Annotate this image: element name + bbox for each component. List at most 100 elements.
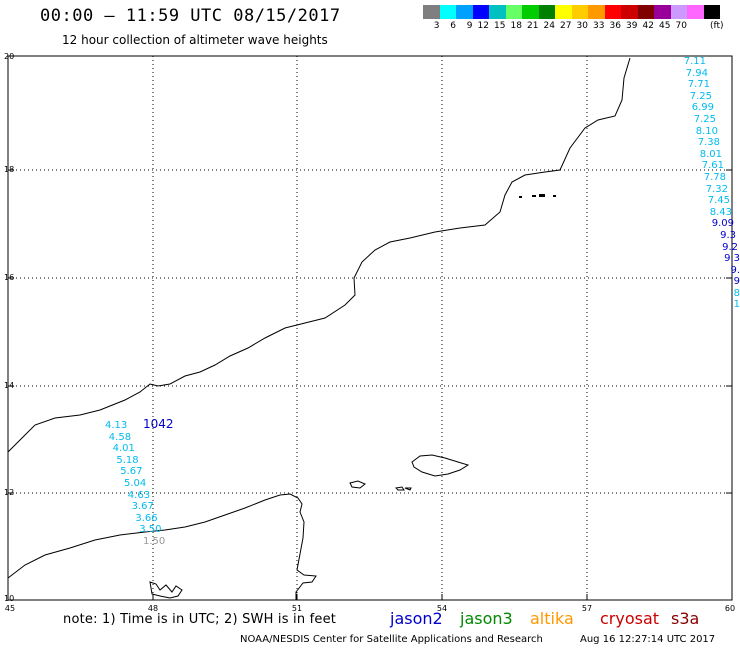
wave-height-reading: 7.25 bbox=[693, 113, 716, 125]
socotra-island bbox=[411, 454, 470, 477]
wave-height-reading: 3.50 bbox=[139, 524, 162, 536]
wave-height-reading: 5.67 bbox=[120, 466, 143, 478]
generation-timestamp: Aug 16 12:27:14 UTC 2017 bbox=[580, 634, 716, 645]
lon-label: 51 bbox=[291, 604, 303, 613]
color-swatch bbox=[687, 5, 704, 19]
color-scale-label: 36 bbox=[609, 21, 621, 31]
color-scale-label: 45 bbox=[659, 21, 671, 31]
color-scale-label: 27 bbox=[560, 21, 572, 31]
wave-height-reading: 1.50 bbox=[143, 535, 166, 547]
color-swatch bbox=[505, 5, 522, 19]
wave-height-reading: 7.32 bbox=[705, 183, 728, 195]
graticule bbox=[8, 56, 732, 600]
horn-of-africa-coastline bbox=[7, 493, 317, 600]
color-scale-label: 21 bbox=[527, 21, 539, 31]
wave-height-reading: 5.04 bbox=[124, 477, 147, 489]
color-scale-unit: (ft) bbox=[710, 21, 724, 31]
color-swatch bbox=[456, 5, 473, 19]
lat-label: 16 bbox=[4, 273, 15, 282]
right-satellite-track-readings: 7.11 7.94 7.71 7.25 6.99 7.25 8.10 7.38 8.01 7.61… bbox=[660, 56, 740, 311]
color-swatch bbox=[472, 5, 489, 19]
small-island bbox=[349, 480, 366, 489]
wave-height-reading: 9.3 bbox=[724, 253, 740, 265]
wave-height-reading: 7.78 bbox=[703, 171, 726, 183]
wave-height-reading: 7.94 bbox=[685, 67, 708, 79]
color-scale-label: 39 bbox=[626, 21, 638, 31]
lat-label: 18 bbox=[4, 165, 15, 174]
lat-label: 14 bbox=[4, 381, 15, 390]
left-satellite-track-readings: 4.13 4.58 4.01 5.18 5.67 5.04 4.63 3.67 3.66 3.50… bbox=[105, 420, 165, 548]
color-swatch bbox=[670, 5, 687, 19]
wave-height-reading: 4.63 bbox=[127, 489, 151, 501]
map-title: 00:00 – 11:59 UTC 08/15/2017 bbox=[40, 6, 341, 26]
color-swatch bbox=[522, 5, 539, 19]
wave-height-reading: 8.10 bbox=[695, 125, 718, 137]
color-scale-label: 18 bbox=[510, 21, 522, 31]
color-scale-label: 42 bbox=[642, 21, 654, 31]
wave-height-reading: 7.38 bbox=[697, 137, 720, 149]
map-frame bbox=[7, 55, 733, 601]
wave-height-reading: 1 bbox=[733, 299, 740, 311]
wave-height-reading: 6.99 bbox=[691, 102, 714, 114]
wave-height-reading: 9 bbox=[733, 276, 740, 288]
wave-height-reading: 4.58 bbox=[108, 431, 132, 443]
color-swatch bbox=[489, 5, 506, 19]
kuria-muria-islands bbox=[519, 194, 556, 198]
wave-height-reading: 9.3 bbox=[720, 229, 736, 241]
color-swatch bbox=[637, 5, 654, 19]
color-swatch bbox=[571, 5, 588, 19]
color-scale-label: 3 bbox=[433, 21, 440, 31]
legend-jason2: jason2 bbox=[390, 609, 443, 628]
color-swatch bbox=[538, 5, 555, 19]
color-swatch bbox=[703, 5, 720, 19]
color-swatch bbox=[621, 5, 638, 19]
wave-height-reading: 7.71 bbox=[687, 79, 710, 91]
small-island bbox=[394, 486, 412, 491]
color-swatch bbox=[654, 5, 671, 19]
legend-jason3: jason3 bbox=[460, 609, 513, 628]
lon-label: 48 bbox=[147, 604, 159, 613]
satellite-pass-id: 1042 bbox=[143, 417, 174, 431]
color-scale-label: 9 bbox=[466, 21, 473, 31]
color-swatch bbox=[604, 5, 621, 19]
color-swatch bbox=[588, 5, 605, 19]
axis-ticks bbox=[8, 169, 732, 600]
color-scale-label: 12 bbox=[477, 21, 489, 31]
map-subtitle: 12 hour collection of altimeter wave hei… bbox=[62, 33, 328, 47]
lon-label: 45 bbox=[4, 604, 16, 613]
lon-label: 60 bbox=[724, 604, 736, 613]
credit-line: NOAA/NESDIS Center for Satellite Applica… bbox=[240, 634, 543, 645]
wave-height-reading: 7.45 bbox=[707, 195, 730, 207]
wave-height-reading: 9.2 bbox=[722, 241, 738, 253]
lat-label: 12 bbox=[4, 488, 15, 497]
wave-height-color-scale bbox=[423, 5, 720, 19]
wave-height-reading: 9.09 bbox=[711, 218, 734, 230]
color-scale-label: 70 bbox=[675, 21, 687, 31]
footer-note: note: 1) Time is in UTC; 2) SWH is in fe… bbox=[63, 612, 337, 627]
color-swatch bbox=[439, 5, 456, 19]
color-scale-label: 33 bbox=[593, 21, 605, 31]
lat-label: 20 bbox=[4, 52, 15, 61]
wave-height-reading: 4.01 bbox=[112, 443, 135, 455]
lon-label: 54 bbox=[436, 604, 448, 613]
color-swatch bbox=[555, 5, 572, 19]
wave-height-reading: 7.11 bbox=[683, 56, 706, 67]
arabian-peninsula-coastline bbox=[7, 57, 631, 453]
color-swatch bbox=[423, 5, 440, 19]
wave-height-reading: 7.61 bbox=[701, 160, 724, 172]
wave-height-reading: 3.66 bbox=[135, 512, 158, 524]
wave-height-reading: 9. bbox=[730, 264, 740, 276]
color-scale-labels: 3 6 9 12 15 18 21 24 27 30 33 36 39 42 45 70 bbox=[423, 21, 687, 31]
legend-s3a: s3a bbox=[671, 609, 700, 628]
legend-cryosat: cryosat bbox=[600, 609, 660, 628]
wave-height-reading: 7.25 bbox=[689, 90, 712, 102]
color-scale-label: 15 bbox=[494, 21, 506, 31]
wave-height-reading: 8.43 bbox=[709, 206, 732, 218]
color-scale-label: 6 bbox=[450, 21, 456, 31]
lon-label: 57 bbox=[581, 604, 593, 613]
coastal-land-fragment bbox=[149, 581, 183, 599]
wave-height-reading: 3.67 bbox=[131, 501, 154, 513]
wave-height-reading: 8 bbox=[733, 287, 740, 299]
legend-altika: altika bbox=[530, 609, 574, 628]
